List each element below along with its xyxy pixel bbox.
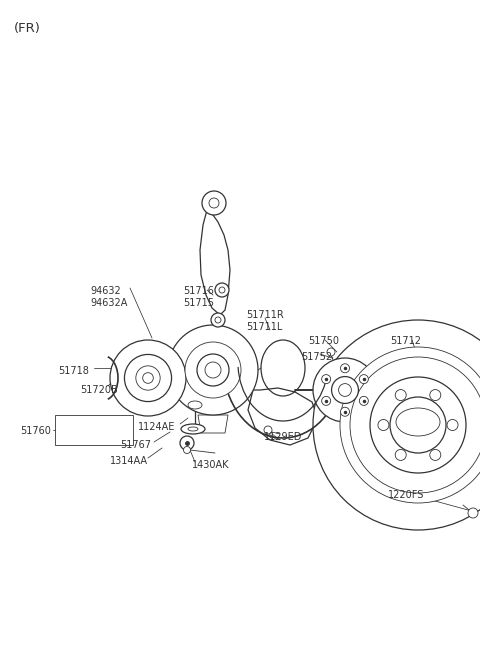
Ellipse shape: [338, 384, 351, 396]
Text: 1314AA: 1314AA: [110, 456, 148, 466]
Circle shape: [264, 426, 272, 434]
Text: 1220FS: 1220FS: [388, 490, 424, 500]
Circle shape: [180, 436, 194, 450]
Text: (FR): (FR): [14, 22, 41, 35]
Ellipse shape: [370, 377, 466, 473]
Circle shape: [430, 449, 441, 461]
Circle shape: [430, 390, 441, 401]
Circle shape: [378, 419, 389, 430]
Text: 51720B: 51720B: [80, 385, 118, 395]
Circle shape: [340, 407, 349, 417]
Ellipse shape: [188, 427, 198, 431]
Ellipse shape: [350, 357, 480, 493]
Ellipse shape: [136, 366, 160, 390]
Text: 51718: 51718: [58, 366, 89, 376]
Text: 94632A: 94632A: [90, 298, 127, 308]
Ellipse shape: [181, 424, 205, 434]
Ellipse shape: [110, 340, 186, 416]
Ellipse shape: [168, 325, 258, 415]
Circle shape: [219, 287, 225, 293]
Text: 51752: 51752: [301, 352, 332, 362]
Circle shape: [322, 375, 331, 384]
Circle shape: [395, 390, 406, 401]
Text: 51750: 51750: [308, 336, 339, 346]
Circle shape: [322, 396, 331, 405]
Text: 1129ED: 1129ED: [264, 432, 302, 442]
Text: 51711R: 51711R: [246, 310, 284, 320]
Ellipse shape: [143, 373, 153, 383]
Circle shape: [202, 191, 226, 215]
Text: 51767: 51767: [120, 440, 151, 450]
Text: 1124AE: 1124AE: [138, 422, 175, 432]
Ellipse shape: [313, 358, 377, 422]
Circle shape: [183, 447, 191, 453]
Polygon shape: [198, 415, 228, 433]
Ellipse shape: [124, 354, 171, 401]
Ellipse shape: [396, 408, 440, 436]
Circle shape: [327, 348, 335, 356]
Polygon shape: [160, 360, 168, 380]
Ellipse shape: [313, 320, 480, 530]
Circle shape: [340, 363, 349, 373]
Ellipse shape: [185, 342, 241, 398]
Circle shape: [209, 198, 219, 208]
Text: 51711L: 51711L: [246, 322, 282, 332]
Text: 51716: 51716: [183, 286, 214, 296]
Text: 1430AK: 1430AK: [192, 460, 229, 470]
Circle shape: [468, 508, 478, 518]
Ellipse shape: [332, 377, 359, 403]
Polygon shape: [248, 388, 318, 445]
Text: 51712: 51712: [390, 336, 421, 346]
Text: 51760: 51760: [20, 426, 51, 436]
Text: 94632: 94632: [90, 286, 121, 296]
Circle shape: [211, 313, 225, 327]
Bar: [55, 415, 133, 445]
Circle shape: [360, 396, 368, 405]
Text: 51715: 51715: [183, 298, 214, 308]
Ellipse shape: [205, 362, 221, 378]
Circle shape: [395, 449, 406, 461]
Ellipse shape: [390, 397, 446, 453]
Circle shape: [215, 317, 221, 323]
Circle shape: [360, 375, 368, 384]
Circle shape: [447, 419, 458, 430]
Ellipse shape: [340, 347, 480, 503]
Ellipse shape: [188, 401, 202, 409]
Polygon shape: [200, 210, 230, 315]
Ellipse shape: [197, 354, 229, 386]
Circle shape: [215, 283, 229, 297]
